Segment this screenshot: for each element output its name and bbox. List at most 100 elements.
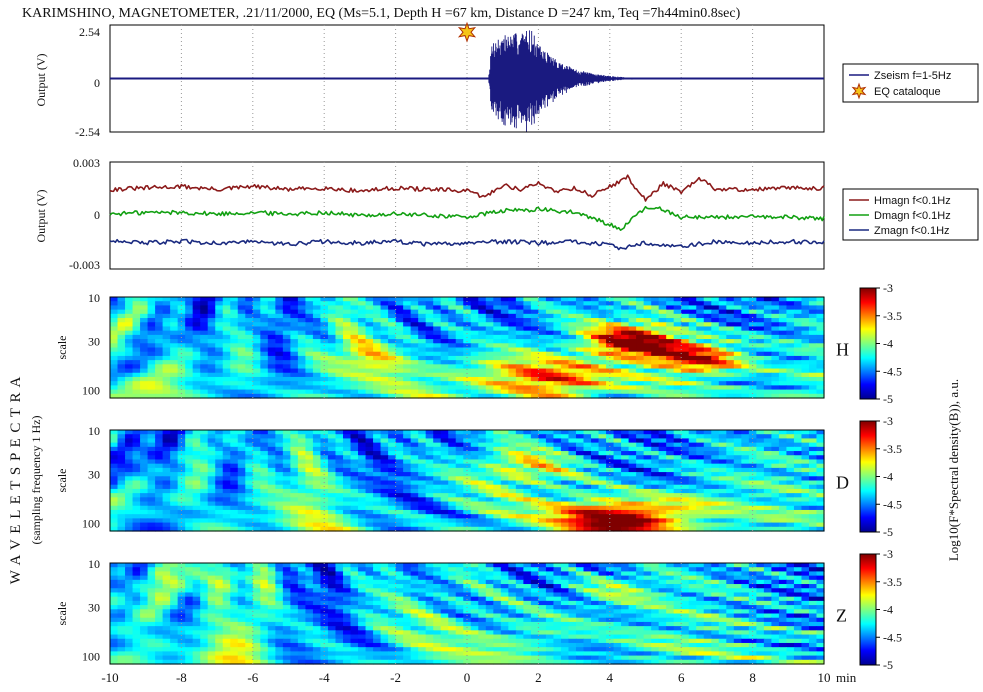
- heatmap-cell: [147, 476, 156, 482]
- heatmap-cell: [621, 313, 630, 319]
- heatmap-cell: [125, 451, 134, 456]
- eq-star-legend: [851, 82, 867, 100]
- heatmap-cell: [155, 355, 164, 361]
- heatmap-cell: [538, 318, 547, 323]
- heatmap-cell: [575, 522, 585, 528]
- heatmap-cell: [666, 480, 675, 486]
- heatmap-cell: [410, 297, 419, 302]
- heatmap-cell: [410, 497, 419, 503]
- heatmap-cell: [373, 326, 382, 332]
- heatmap-cell: [245, 505, 254, 511]
- heatmap-cell: [771, 372, 780, 378]
- heatmap-cell: [380, 442, 389, 448]
- heatmap-cell: [696, 343, 705, 349]
- heatmap-cell: [583, 318, 592, 323]
- heatmap-cell: [538, 309, 547, 315]
- heatmap-cell: [350, 326, 359, 332]
- heatmap-cell: [703, 372, 712, 378]
- heatmap-cell: [651, 446, 660, 452]
- heatmap-cell: [388, 463, 397, 469]
- heatmap-cell: [808, 484, 818, 490]
- heatmap-cell: [373, 330, 382, 336]
- heatmap-cell: [666, 514, 675, 519]
- heatmap-cell: [606, 522, 615, 528]
- heatmap-cell: [245, 372, 254, 378]
- heatmap-cell: [515, 497, 524, 503]
- heatmap-cell: [485, 472, 494, 477]
- heatmap-cell: [170, 339, 179, 344]
- heatmap-cell: [545, 488, 555, 494]
- heatmap-cell: [320, 376, 329, 382]
- heatmap-cell: [388, 476, 397, 482]
- heatmap-cell: [793, 567, 803, 573]
- heatmap-cell: [756, 385, 765, 391]
- heatmap-cell: [583, 347, 592, 353]
- heatmap-cell: [433, 326, 442, 332]
- heatmap-cell: [748, 393, 757, 399]
- heatmap-cell: [711, 343, 720, 349]
- heatmap-cell: [523, 381, 532, 386]
- heatmap-cell: [132, 318, 141, 323]
- heatmap-cell: [350, 305, 359, 311]
- heatmap-cell: [177, 376, 186, 382]
- heatmap-cell: [162, 322, 171, 328]
- heatmap-cell: [718, 480, 727, 486]
- heatmap-cell: [688, 526, 697, 532]
- heatmap-cell: [440, 318, 449, 323]
- heatmap-cell: [192, 318, 201, 323]
- heatmap-cell: [575, 434, 585, 440]
- heatmap-cell: [658, 567, 667, 573]
- heatmap-cell: [185, 309, 194, 315]
- heatmap-cell: [395, 355, 404, 361]
- heatmap-cell: [117, 334, 126, 340]
- heatmap-cell: [215, 313, 224, 319]
- heatmap-cell: [440, 488, 449, 494]
- heatmap-cell: [365, 334, 374, 340]
- heatmap-cell: [470, 497, 479, 503]
- heatmap-cell: [583, 571, 592, 577]
- heatmap-cell: [410, 389, 419, 395]
- heatmap-cell: [538, 476, 547, 482]
- heatmap-cell: [711, 480, 720, 486]
- heatmap-cell: [192, 493, 201, 498]
- heatmap-cell: [425, 334, 434, 340]
- heatmap-cell: [230, 567, 239, 573]
- heatmap-cell: [388, 446, 397, 452]
- heatmap-cell: [816, 339, 825, 344]
- heatmap-cell: [666, 393, 675, 399]
- heatmap-cell: [290, 297, 299, 302]
- heatmap-cell: [125, 505, 134, 511]
- heatmap-cell: [170, 297, 179, 302]
- heatmap-cell: [177, 459, 186, 465]
- heatmap-cell: [170, 309, 179, 315]
- heatmap-cell: [688, 493, 697, 498]
- heatmap-cell: [643, 442, 652, 448]
- heatmap-cell: [170, 571, 179, 577]
- heatmap-cell: [598, 476, 607, 482]
- heatmap-cell: [252, 434, 261, 440]
- heatmap-cell: [297, 497, 307, 503]
- heatmap-cell: [470, 476, 479, 482]
- heatmap-cell: [275, 309, 284, 315]
- heatmap-cell: [470, 309, 479, 315]
- heatmap-cell: [125, 526, 134, 532]
- heatmap-cell: [147, 567, 156, 573]
- heatmap-cell: [380, 297, 389, 302]
- heatmap-cell: [140, 334, 149, 340]
- heatmap-cell: [515, 563, 524, 568]
- heatmap-cell: [252, 514, 261, 519]
- heatmap-cell: [583, 526, 592, 532]
- heatmap-cell: [808, 476, 818, 482]
- heatmap-cell: [290, 330, 299, 336]
- heatmap-cell: [500, 522, 509, 528]
- heatmap-cell: [440, 297, 449, 302]
- heatmap-cell: [237, 476, 246, 482]
- heatmap-cell: [282, 488, 291, 494]
- heatmap-cell: [267, 347, 276, 353]
- heatmap-cell: [245, 343, 254, 349]
- heatmap-cell: [245, 330, 254, 336]
- heatmap-cell: [726, 505, 735, 511]
- heatmap-cell: [245, 309, 254, 315]
- heatmap-cell: [523, 313, 532, 319]
- heatmap-cell: [643, 372, 652, 378]
